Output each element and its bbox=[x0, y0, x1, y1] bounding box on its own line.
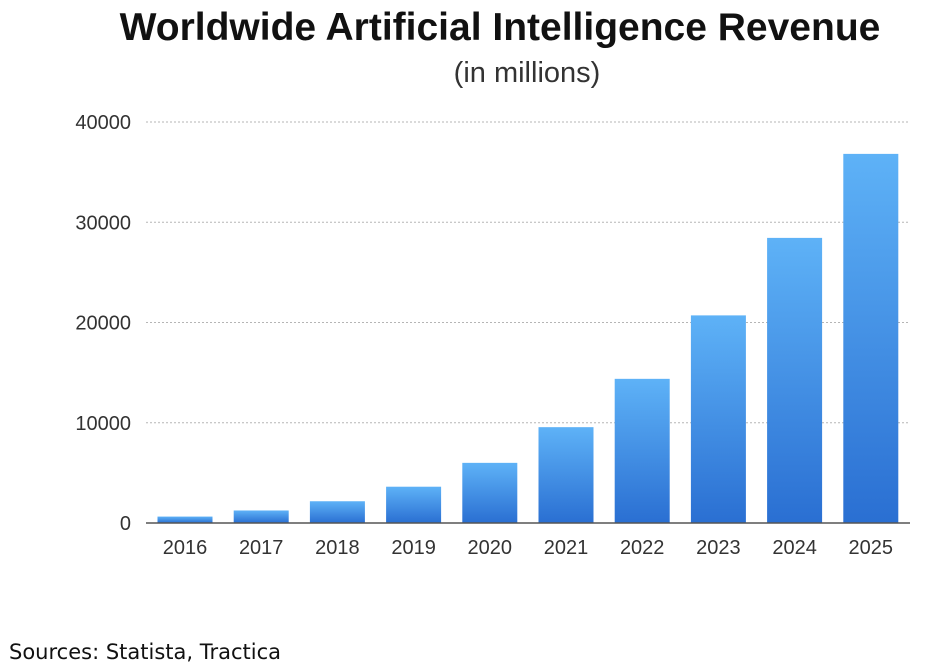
bar-2024 bbox=[767, 237, 823, 523]
x-tick-label: 2019 bbox=[391, 537, 436, 559]
x-tick-label: 2023 bbox=[696, 537, 741, 559]
x-tick-label: 2017 bbox=[239, 537, 284, 559]
x-tick-label: 2018 bbox=[315, 537, 360, 559]
y-tick-label: 10000 bbox=[75, 413, 131, 435]
bar-2018 bbox=[309, 501, 365, 523]
bar-2020 bbox=[462, 462, 518, 523]
bar-2021 bbox=[538, 427, 594, 523]
bars bbox=[157, 153, 899, 523]
bar-2019 bbox=[386, 486, 442, 523]
chart-title: Worldwide Artificial Intelligence Revenu… bbox=[120, 6, 881, 49]
y-tick-label: 20000 bbox=[75, 313, 131, 335]
x-axis-ticks: 2016 2017 2018 2019 2020 2021 2022 2023 2024 2025 bbox=[163, 537, 893, 559]
y-axis-ticks: 0 10000 20000 30000 40000 bbox=[75, 112, 131, 535]
bar-2017 bbox=[233, 510, 289, 523]
x-tick-label: 2021 bbox=[544, 537, 589, 559]
bar-2022 bbox=[614, 378, 670, 523]
x-tick-label: 2020 bbox=[468, 537, 513, 559]
y-tick-label: 0 bbox=[120, 513, 131, 535]
x-tick-label: 2024 bbox=[772, 537, 817, 559]
chart-subtitle: (in millions) bbox=[454, 57, 601, 89]
bar-chart: Worldwide Artificial Intelligence Revenu… bbox=[75, 6, 910, 559]
x-tick-label: 2016 bbox=[163, 537, 208, 559]
source-note: Sources: Statista, Tractica bbox=[9, 640, 281, 664]
y-tick-label: 30000 bbox=[75, 212, 131, 234]
x-tick-label: 2022 bbox=[620, 537, 665, 559]
bar-2025 bbox=[843, 153, 899, 523]
bar-2023 bbox=[690, 315, 746, 523]
y-tick-label: 40000 bbox=[75, 112, 131, 134]
x-tick-label: 2025 bbox=[849, 537, 894, 559]
bar-2016 bbox=[157, 516, 213, 523]
